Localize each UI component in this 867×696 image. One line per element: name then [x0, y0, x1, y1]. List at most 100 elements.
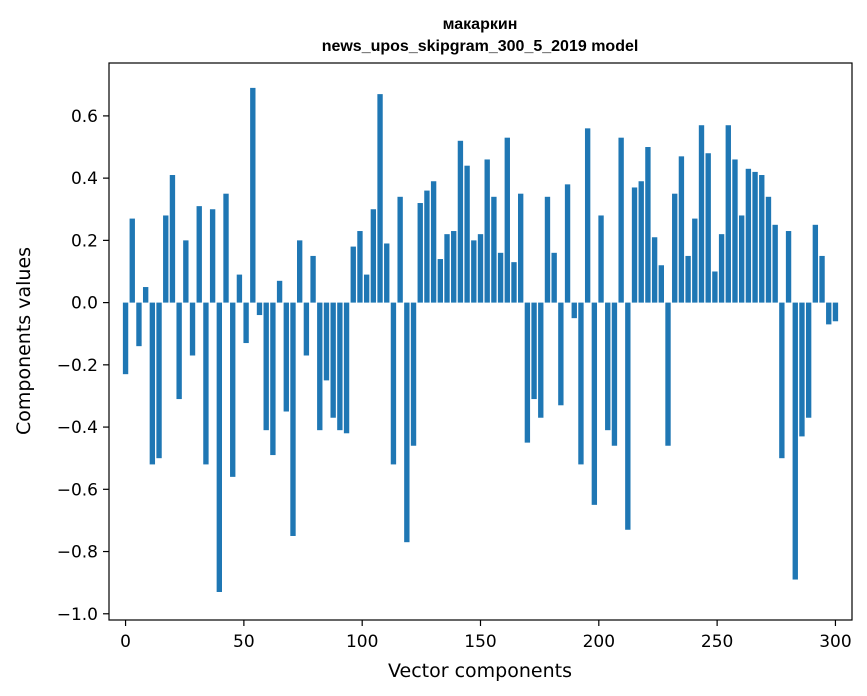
y-tick-label: 0.0 [71, 294, 98, 314]
y-tick-label: −1.0 [57, 605, 98, 625]
bar [256, 302, 263, 316]
chart-title-line1: макаркин [443, 16, 518, 33]
x-axis-label: Vector components [388, 660, 572, 682]
bar [571, 302, 577, 319]
bar [491, 196, 497, 303]
bar [317, 302, 323, 431]
bar [397, 196, 403, 303]
bar [183, 240, 189, 303]
plot-frame [108, 62, 853, 621]
bar [511, 262, 517, 303]
bar [645, 147, 651, 303]
bar [779, 302, 785, 459]
bar [611, 302, 618, 446]
bar [230, 302, 236, 477]
bar [363, 274, 370, 303]
bar [189, 302, 196, 356]
bar [390, 302, 397, 465]
y-axis-label: Components values [13, 247, 35, 435]
bar [330, 302, 336, 418]
bar [518, 193, 524, 303]
bar [665, 302, 671, 446]
bar [772, 224, 778, 303]
bar [685, 255, 691, 303]
bar [350, 246, 356, 303]
x-axis-ticks: 0 50 100 150 200 250 300 [120, 620, 852, 652]
bar [745, 168, 752, 303]
y-tick-label: 0.2 [71, 231, 98, 251]
bar [404, 302, 410, 543]
bar [250, 87, 256, 303]
bars-group [122, 87, 839, 592]
bar [785, 231, 792, 303]
y-tick-label: 0.4 [71, 169, 98, 189]
y-tick-label: −0.6 [57, 480, 98, 500]
bar [752, 171, 758, 303]
bar [156, 302, 162, 459]
bar [176, 302, 182, 400]
bar [343, 302, 350, 434]
bar [832, 302, 839, 322]
bar [584, 128, 591, 303]
bar [605, 302, 611, 431]
bar [712, 271, 718, 303]
bar [564, 184, 571, 303]
y-tick-label: −0.2 [57, 356, 98, 376]
bar [625, 302, 631, 530]
y-tick-label: −0.8 [57, 543, 98, 563]
bar [451, 231, 457, 303]
bar [290, 302, 296, 536]
bar [370, 209, 377, 303]
bar [799, 302, 805, 437]
bar [477, 234, 484, 303]
bar [169, 175, 176, 303]
bar [337, 302, 343, 431]
bar [276, 280, 283, 303]
bar [504, 137, 510, 303]
bar [149, 302, 156, 465]
x-tick-label: 50 [233, 632, 255, 652]
bar [384, 243, 390, 303]
bar [417, 203, 423, 303]
bar [558, 302, 564, 406]
y-tick-label: −0.4 [57, 418, 98, 438]
bar [243, 302, 249, 344]
bar [136, 302, 142, 347]
bar [718, 234, 725, 303]
bar [471, 240, 477, 303]
bar [310, 255, 316, 303]
bar [638, 181, 644, 303]
bar [759, 175, 765, 303]
bar [739, 215, 745, 303]
bar [216, 302, 222, 592]
bar [658, 265, 664, 303]
bar [631, 187, 638, 303]
bar [323, 302, 330, 381]
bar [464, 165, 470, 303]
bar [698, 125, 705, 303]
bar [812, 224, 819, 303]
x-tick-label: 100 [346, 632, 378, 652]
bar [692, 218, 698, 303]
x-tick-label: 150 [464, 632, 496, 652]
bar [805, 302, 812, 418]
y-tick-label: 0.6 [71, 107, 98, 127]
bar [591, 302, 598, 505]
chart-title-line2: news_upos_skipgram_300_5_2019 model [322, 38, 639, 55]
bar [531, 302, 537, 400]
x-tick-label: 200 [583, 632, 615, 652]
bar [819, 255, 825, 303]
y-axis-ticks: −1.0 −0.8 −0.6 −0.4 −0.2 0.0 0.2 0.4 0.6 [57, 107, 109, 625]
bar [544, 196, 551, 303]
bar [651, 237, 658, 303]
bar [297, 240, 303, 303]
bar [203, 302, 209, 465]
bar [497, 252, 504, 303]
x-tick-label: 0 [120, 632, 131, 652]
bar [705, 153, 711, 303]
bar [163, 215, 169, 303]
bar [457, 140, 464, 303]
bar [263, 302, 269, 431]
bar [678, 156, 685, 303]
bar [129, 218, 135, 303]
